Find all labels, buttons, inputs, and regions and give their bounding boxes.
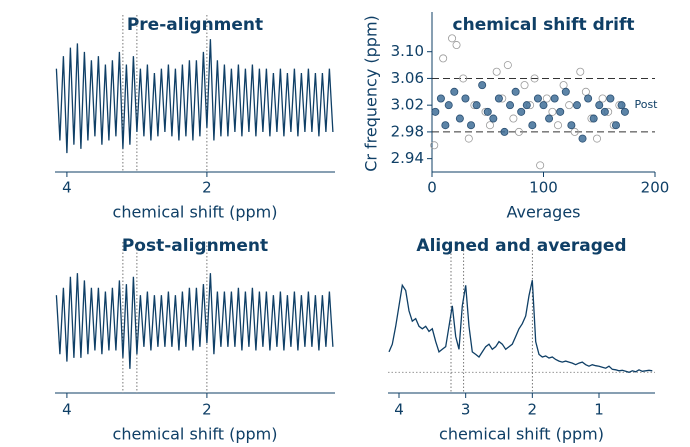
data-point — [439, 54, 448, 63]
y-tick-label: 2.98 — [391, 122, 424, 140]
data-point — [522, 101, 531, 110]
x-tick-label: 2 — [202, 179, 212, 197]
data-point — [620, 107, 629, 116]
data-point — [500, 127, 509, 136]
spectrum-line — [55, 273, 334, 369]
x-tick-label: 2 — [528, 401, 538, 419]
subplot: Aligned and averaged chemical shift (ppm)… — [388, 236, 655, 444]
data-point — [578, 134, 587, 143]
data-point — [492, 67, 501, 76]
data-point — [611, 121, 620, 130]
data-point — [593, 134, 602, 143]
data-point — [576, 67, 585, 76]
data-point — [472, 101, 481, 110]
x-tick-label: 4 — [394, 401, 404, 419]
data-point — [589, 114, 598, 123]
data-point — [448, 34, 457, 43]
x-axis-label: chemical shift (ppm) — [439, 425, 604, 444]
data-point — [595, 101, 604, 110]
data-point — [459, 74, 468, 83]
x-tick-label: 2 — [202, 401, 212, 419]
subplot-title: chemical shift drift — [453, 15, 635, 35]
y-tick-label: 3.06 — [391, 69, 424, 87]
data-point — [567, 121, 576, 130]
spectrum-line — [388, 280, 653, 373]
x-tick-label: 1 — [594, 401, 604, 419]
data-point — [606, 94, 615, 103]
data-point — [572, 101, 581, 110]
x-tick-label: 3 — [461, 401, 471, 419]
data-point — [436, 94, 445, 103]
data-point — [467, 121, 476, 130]
x-axis-label: chemical shift (ppm) — [113, 425, 278, 444]
data-point — [503, 61, 512, 70]
x-axis-label: Averages — [506, 203, 580, 222]
data-point — [598, 94, 607, 103]
data-point — [520, 81, 529, 90]
data-point — [441, 121, 450, 130]
x-axis-label: chemical shift (ppm) — [113, 203, 278, 222]
data-point — [455, 114, 464, 123]
data-point — [581, 87, 590, 96]
y-tick-label: 2.94 — [391, 149, 424, 167]
data-point — [452, 41, 461, 50]
data-point — [506, 101, 515, 110]
y-tick-label: 3.02 — [391, 96, 424, 114]
data-point — [550, 94, 559, 103]
data-point — [565, 101, 574, 110]
data-point — [431, 107, 440, 116]
subplot-title: Pre-alignment — [127, 15, 263, 35]
data-point — [444, 101, 453, 110]
data-point — [584, 94, 593, 103]
subplot-title: Post-alignment — [122, 236, 268, 256]
subplot: Post-alignment chemical shift (ppm) 4 2 — [55, 236, 335, 444]
subplot-title: Aligned and averaged — [416, 236, 626, 256]
spectrum-line — [55, 39, 334, 154]
data-point — [542, 94, 551, 103]
data-point — [485, 121, 494, 130]
data-point — [530, 74, 539, 83]
data-point — [561, 87, 570, 96]
subplot: Pre-alignment chemical shift (ppm) 4 2 — [55, 15, 335, 222]
data-point — [517, 107, 526, 116]
data-point — [556, 107, 565, 116]
data-point — [536, 161, 545, 170]
subplot: chemical shift drift Averages 0 100 200 2.94 2… — [362, 12, 670, 222]
data-point — [430, 141, 439, 150]
data-point — [553, 121, 562, 130]
x-tick-label: 4 — [62, 401, 72, 419]
data-point — [548, 107, 557, 116]
x-tick-label: 100 — [529, 179, 558, 197]
x-tick-label: 0 — [427, 179, 437, 197]
data-point — [533, 94, 542, 103]
x-tick-label: 4 — [62, 179, 72, 197]
data-point — [478, 81, 487, 90]
data-point — [528, 121, 537, 130]
y-tick-label: 3.10 — [391, 42, 424, 60]
annotation: Post — [634, 98, 658, 111]
data-point — [539, 101, 548, 110]
x-tick-label: 200 — [641, 179, 670, 197]
data-point — [494, 94, 503, 103]
data-point — [511, 87, 520, 96]
y-axis-label: Cr frequency (ppm) — [362, 15, 381, 172]
data-point — [483, 107, 492, 116]
data-point — [509, 114, 518, 123]
data-point — [489, 114, 498, 123]
data-point — [600, 107, 609, 116]
data-point — [461, 94, 470, 103]
data-point — [514, 127, 523, 136]
data-point — [559, 81, 568, 90]
data-point — [570, 127, 579, 136]
data-point — [545, 114, 554, 123]
data-point — [464, 134, 473, 143]
data-point — [617, 101, 626, 110]
data-point — [450, 87, 459, 96]
